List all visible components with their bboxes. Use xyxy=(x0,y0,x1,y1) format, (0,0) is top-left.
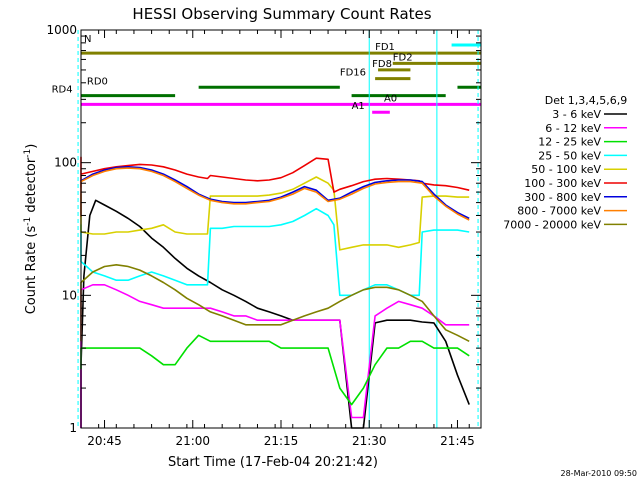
legend-title: Det 1,3,4,5,6,9 xyxy=(545,94,628,107)
flag-label-fd2: FD2 xyxy=(393,52,413,63)
y-tick-label: 10 xyxy=(62,288,77,302)
y-tick-label: 1000 xyxy=(46,23,77,37)
legend-label-50-100-kev: 50 - 100 keV xyxy=(531,163,601,176)
legend-label-12-25-kev: 12 - 25 keV xyxy=(538,136,601,149)
flag-label-fd8: FD8 xyxy=(372,59,392,70)
flag-label-rd0: RD0 xyxy=(87,76,108,87)
y-axis-label: Count Rate (s-1 detector-1) xyxy=(23,144,39,315)
y-tick-label: 1 xyxy=(69,421,77,435)
x-tick-label: 20:45 xyxy=(87,434,122,448)
legend-label-100-300-kev: 100 - 300 keV xyxy=(524,177,601,190)
series-line-3-6-kev xyxy=(80,199,470,429)
legend-label-6-12-kev: 6 - 12 keV xyxy=(545,122,601,135)
flag-label-fd1: FD1 xyxy=(375,42,395,53)
x-tick-label: 21:45 xyxy=(440,434,475,448)
series-line-6-12-kev xyxy=(80,283,470,428)
series-line-50-100-kev xyxy=(80,176,470,251)
y-axis-label-main: Count Rate (s xyxy=(24,226,39,315)
flag-label-a0: A0 xyxy=(384,93,397,104)
footer-timestamp: 28-Mar-2010 09:50 xyxy=(561,469,638,478)
flag-label-rd4: RD4 xyxy=(52,85,73,96)
x-tick-label: 21:15 xyxy=(264,434,299,448)
y-axis-label-mid: detector xyxy=(24,157,39,217)
legend-label-800-7000-kev: 800 - 7000 keV xyxy=(517,205,601,218)
series-line-7000-20000-kev xyxy=(80,263,470,343)
x-tick-label: 21:00 xyxy=(175,434,210,448)
y-axis-label-sup1: -1 xyxy=(23,217,33,226)
chart-title: HESSI Observing Summary Count Rates xyxy=(132,5,431,23)
flag-label-n: N xyxy=(84,34,91,45)
flag-label-a1: A1 xyxy=(352,101,365,112)
series-line-12-25-kev xyxy=(80,334,470,406)
axes: 20:45 21:00 21:15 21:30 21:45 1 10 100 1000 xyxy=(46,23,481,448)
legend-label-300-800-kev: 300 - 800 keV xyxy=(524,191,601,204)
y-tick-label: 100 xyxy=(54,156,77,170)
x-tick-label: 21:30 xyxy=(352,434,387,448)
legend-label-7000-20000-kev: 7000 - 20000 keV xyxy=(503,218,601,231)
legend-label-25-50-kev: 25 - 50 keV xyxy=(538,149,601,162)
flag-label-fd16: FD16 xyxy=(340,68,366,79)
y-axis-label-sup2: -1 xyxy=(23,149,33,158)
legend-label-3-6-kev: 3 - 6 keV xyxy=(552,108,601,121)
y-axis-label-end: ) xyxy=(24,144,39,149)
x-axis-label: Start Time (17-Feb-04 20:21:42) xyxy=(168,455,378,470)
